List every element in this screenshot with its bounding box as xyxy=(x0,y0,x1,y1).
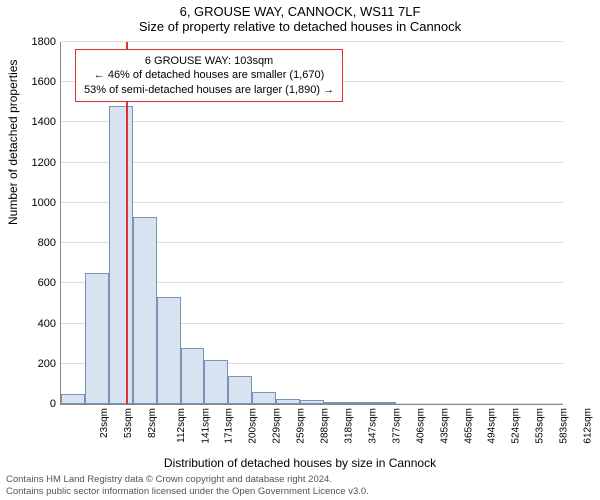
histogram-bar xyxy=(252,392,276,404)
x-tick-label: 494sqm xyxy=(487,408,498,444)
footer-attribution: Contains HM Land Registry data © Crown c… xyxy=(6,474,369,498)
histogram-bar xyxy=(348,402,372,404)
x-tick-label: 612sqm xyxy=(583,408,594,444)
y-tick-label: 1200 xyxy=(16,157,56,169)
histogram-bar xyxy=(300,400,324,404)
histogram-bar xyxy=(324,402,348,404)
title-line2: Size of property relative to detached ho… xyxy=(0,19,600,34)
histogram-bar xyxy=(133,217,157,404)
x-tick-label: 82sqm xyxy=(147,408,158,438)
x-tick-label: 377sqm xyxy=(391,408,402,444)
histogram-bar xyxy=(85,273,109,404)
infobox-line2: ← 46% of detached houses are smaller (1,… xyxy=(84,68,334,82)
y-tick-label: 800 xyxy=(16,237,56,249)
y-tick-label: 1000 xyxy=(16,197,56,209)
x-tick-label: 23sqm xyxy=(99,408,110,438)
x-tick-label: 141sqm xyxy=(200,408,211,444)
annotation-box: 6 GROUSE WAY: 103sqm ← 46% of detached h… xyxy=(75,49,343,102)
x-tick-label: 200sqm xyxy=(248,408,259,444)
histogram-bar xyxy=(181,348,205,404)
infobox-line3: 53% of semi-detached houses are larger (… xyxy=(84,83,334,97)
histogram-bar xyxy=(204,360,228,404)
y-tick-label: 200 xyxy=(16,358,56,370)
x-tick-label: 524sqm xyxy=(511,408,522,444)
histogram-bar xyxy=(157,297,181,404)
x-axis-label: Distribution of detached houses by size … xyxy=(0,456,600,470)
x-tick-label: 259sqm xyxy=(296,408,307,444)
x-tick-label: 171sqm xyxy=(224,408,235,444)
y-tick-label: 1400 xyxy=(16,116,56,128)
y-tick-label: 400 xyxy=(16,318,56,330)
histogram-bar xyxy=(61,394,85,404)
x-tick-label: 583sqm xyxy=(559,408,570,444)
y-tick-label: 0 xyxy=(16,398,56,410)
histogram-bar xyxy=(109,106,133,404)
x-tick-label: 53sqm xyxy=(123,408,134,438)
x-tick-label: 347sqm xyxy=(367,408,378,444)
x-tick-label: 112sqm xyxy=(176,408,187,443)
y-tick-label: 1800 xyxy=(16,36,56,48)
title-line1: 6, GROUSE WAY, CANNOCK, WS11 7LF xyxy=(0,0,600,19)
x-tick-label: 318sqm xyxy=(344,408,355,444)
x-tick-label: 435sqm xyxy=(439,408,450,444)
histogram-bar xyxy=(228,376,252,404)
x-tick-label: 465sqm xyxy=(463,408,474,444)
infobox-line1: 6 GROUSE WAY: 103sqm xyxy=(84,54,334,68)
x-tick-label: 288sqm xyxy=(320,408,331,444)
histogram-bar xyxy=(372,402,396,404)
x-tick-label: 229sqm xyxy=(272,408,283,444)
y-tick-label: 1600 xyxy=(16,76,56,88)
y-tick-label: 600 xyxy=(16,277,56,289)
x-tick-label: 553sqm xyxy=(535,408,546,444)
x-tick-label: 406sqm xyxy=(415,408,426,444)
histogram-bar xyxy=(276,399,300,404)
